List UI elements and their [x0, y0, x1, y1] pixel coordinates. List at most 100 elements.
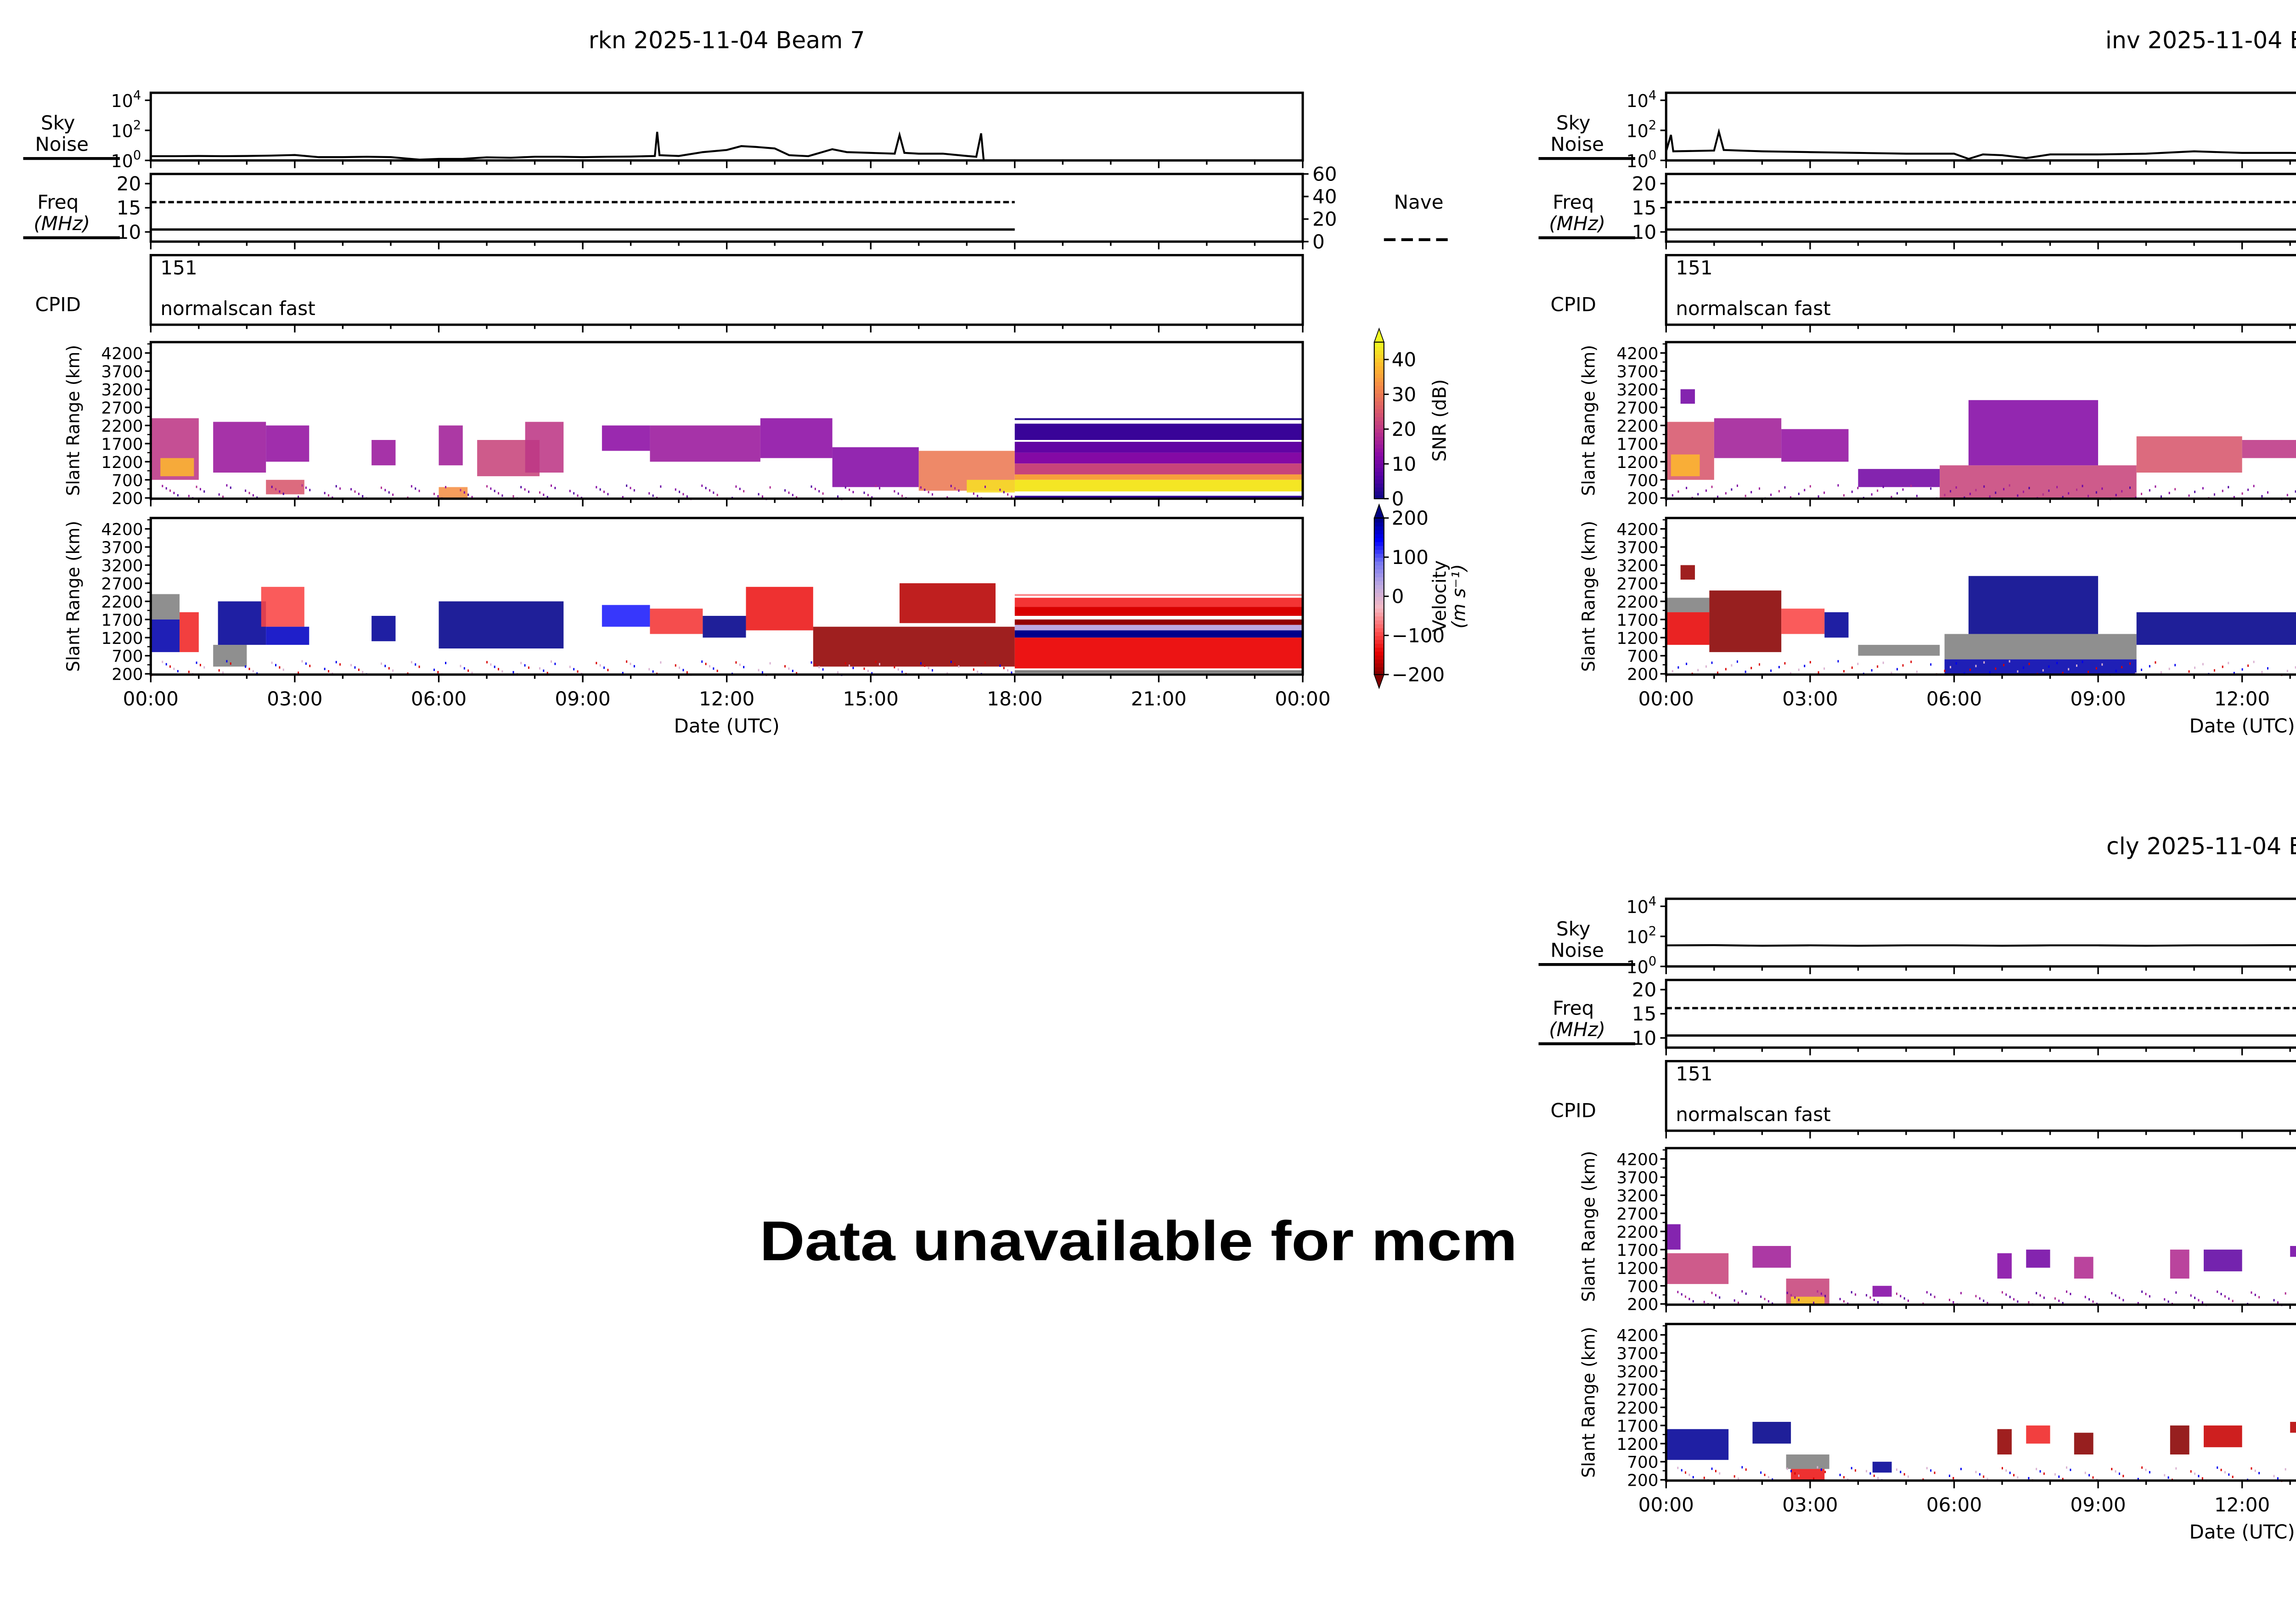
snr-scatter-patch — [760, 418, 833, 458]
sky-noise-tick-label: 102 — [111, 118, 141, 141]
velocity-speckle — [1955, 662, 1957, 665]
colorbar-segment — [1374, 389, 1384, 394]
snr-speckle — [203, 490, 205, 493]
snr-speckle — [2088, 495, 2089, 497]
velocity-speckle — [199, 664, 201, 666]
snr-speckle — [2101, 487, 2103, 490]
snr-scatter-patch — [1858, 469, 1940, 487]
colorbar-segment — [1374, 518, 1384, 523]
snr-speckle — [271, 485, 273, 488]
velocity-speckle — [2286, 670, 2288, 672]
sky-noise-label-line1: Sky — [1556, 918, 1590, 940]
snr-speckle — [2009, 484, 2010, 487]
velocity-speckle — [1930, 663, 1932, 666]
velocity-speckle — [1926, 1467, 1928, 1470]
velocity-speckle — [1681, 1469, 1683, 1471]
snr-panel — [1666, 389, 2296, 501]
velocity-speckle — [551, 660, 552, 663]
snr-scatter-patch — [213, 422, 266, 473]
x-tick-label: 12:00 — [2214, 1494, 2270, 1516]
snr-scatter-patch — [2136, 436, 2242, 473]
velocity-scatter-patch — [2026, 1425, 2050, 1444]
snr-speckle — [305, 486, 307, 489]
velocity-speckle — [2251, 1467, 2252, 1470]
colorbar-segment — [1374, 643, 1384, 648]
snr-speckle — [875, 485, 877, 487]
velocity-speckle — [2070, 1469, 2071, 1471]
colorbar-segment — [1374, 385, 1384, 390]
snr-scatter-patch — [650, 425, 760, 462]
velocity-speckle — [739, 663, 741, 666]
sky-noise-line — [151, 131, 985, 161]
tick-exponent: 2 — [1649, 924, 1656, 939]
velocity-speckle — [818, 666, 820, 669]
snr-speckle — [2149, 1295, 2150, 1298]
colorbar-segment — [1374, 400, 1384, 406]
snr-speckle — [577, 494, 579, 497]
velocity-speckle — [2277, 1477, 2279, 1480]
sky-noise-line — [1665, 128, 2296, 160]
snr-speckle — [1995, 491, 1997, 494]
snr-extended-band — [1014, 496, 1303, 498]
velocity-speckle — [1866, 1470, 1868, 1472]
snr-speckle — [520, 486, 522, 489]
snr-speckle — [1823, 491, 1825, 494]
colorbar-segment — [1374, 354, 1384, 359]
range-tick-label: 4200 — [1616, 1326, 1658, 1345]
snr-speckle — [2058, 1299, 2060, 1302]
velocity-speckle — [596, 662, 597, 665]
velocity-speckle — [2224, 1471, 2226, 1474]
velocity-speckle — [301, 660, 303, 663]
velocity-extended-band — [1014, 594, 1303, 596]
colorbar-tick-label: 40 — [1392, 349, 1417, 371]
velocity-speckle — [701, 660, 703, 663]
colorbar-segment — [1374, 408, 1384, 413]
velocity-speckle — [2056, 662, 2058, 665]
snr-speckle — [2188, 494, 2190, 497]
snr-speckle — [279, 490, 281, 493]
snr-speckle — [1715, 1294, 1716, 1296]
snr-speckle — [2115, 494, 2117, 496]
colorbar-segment — [1374, 620, 1384, 625]
velocity-speckle — [852, 666, 854, 669]
snr-speckle — [498, 492, 500, 495]
velocity-speckle — [2028, 663, 2030, 665]
snr-speckle — [1983, 1299, 1985, 1302]
velocity-speckle — [2092, 1476, 2094, 1479]
velocity-speckle — [2084, 1471, 2086, 1474]
snr-speckle — [309, 489, 311, 491]
colorbar-segment — [1374, 651, 1384, 656]
velocity-speckle — [2258, 1472, 2260, 1475]
range-tick-label: 200 — [112, 490, 143, 508]
velocity-speckle — [1703, 1477, 1705, 1479]
range-tick-label: 200 — [1627, 1296, 1658, 1314]
velocity-speckle — [735, 661, 737, 664]
velocity-speckle — [2232, 1476, 2234, 1478]
snr-speckle — [871, 496, 873, 499]
velocity-speckle — [2261, 671, 2263, 673]
velocity-speckle — [849, 664, 850, 667]
snr-speckle — [1685, 1295, 1687, 1298]
snr-speckle — [2056, 486, 2058, 489]
snr-speckle — [2111, 1292, 2113, 1295]
velocity-speckle — [2295, 666, 2296, 669]
snr-speckle — [1711, 485, 1713, 488]
velocity-scatter-patch — [1752, 1421, 1791, 1444]
colorbar-segment — [1374, 573, 1384, 578]
colorbar-segment — [1374, 451, 1384, 457]
snr-speckle — [177, 494, 179, 497]
velocity-speckle — [1003, 667, 1005, 670]
velocity-speckle — [2115, 1470, 2116, 1473]
freq-tick-label: 20 — [117, 173, 141, 195]
snr-speckle — [867, 494, 869, 496]
snr-speckle — [977, 495, 979, 497]
velocity-speckle — [1873, 1474, 1875, 1477]
velocity-speckle — [743, 666, 745, 669]
snr-speckle — [335, 485, 337, 488]
range-tick-label: 2200 — [1616, 1223, 1658, 1242]
velocity-speckle — [275, 664, 276, 666]
velocity-speckle — [705, 663, 707, 665]
range-tick-label: 4200 — [101, 520, 143, 539]
snr-speckle — [2198, 1299, 2200, 1302]
snr-speckle — [2141, 492, 2143, 496]
